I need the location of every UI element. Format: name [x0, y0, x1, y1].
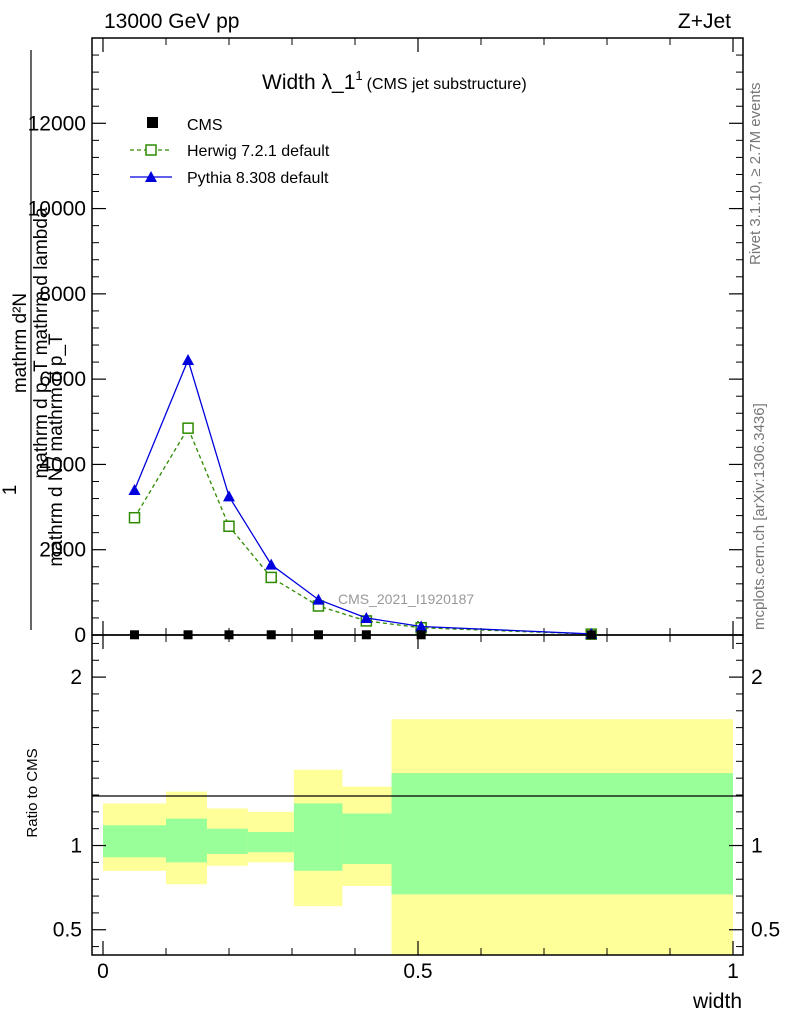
herwig-point: [223, 520, 235, 533]
main-y-axis-label: mathrm d²N mathrm d p_T mathrm d lambda …: [0, 50, 67, 630]
legend-cms-label: CMS: [187, 117, 223, 134]
legend-herwig-marker: [145, 144, 157, 156]
ratio-uncertainty-bands: [103, 719, 733, 955]
main-y-tick-label: 2000: [39, 539, 86, 562]
plot-title: Width λ_11 (CMS jet substructure): [262, 68, 527, 94]
main-x-axis-ticks: [102, 38, 734, 635]
pythia-point: [360, 611, 373, 623]
analysis-watermark: CMS_2021_I1920187: [338, 591, 474, 607]
legend-herwig-label: Herwig 7.2.1 default: [187, 143, 330, 160]
ratio-y-tick-label: 2: [70, 666, 82, 689]
ratio-y-axis: 0.5 0.5 1 1 2 2: [53, 642, 780, 948]
ratio-y-tick-label-right: 0.5: [751, 919, 780, 942]
ylabel-part-norm: mathrm d N / mathrm d p_T: [46, 333, 67, 567]
pythia-point: [128, 484, 141, 496]
legend-pythia-marker: [145, 171, 157, 182]
ratio-inner-band: [247, 832, 294, 853]
ratio-y-axis-label: Ratio to CMS: [24, 748, 41, 837]
ratio-inner-band: [342, 813, 392, 865]
ylabel-part-top-numerator: mathrm d²N: [10, 293, 31, 393]
ratio-x-tick-label: 0: [97, 960, 109, 983]
herwig-line: [133, 426, 592, 635]
legend-pythia-label: Pythia 8.308 default: [187, 170, 329, 187]
header-energy-label: 13000 GeV pp: [104, 10, 239, 33]
main-y-tick-label: 10000: [28, 198, 86, 221]
herwig-point: [182, 422, 194, 434]
main-y-tick-label: 6000: [39, 368, 86, 391]
plot-subtitle: (CMS jet substructure): [367, 76, 527, 93]
ratio-inner-band: [166, 818, 207, 863]
ratio-x-tick-label: 1: [727, 960, 739, 983]
pythia-line: [133, 358, 592, 635]
ratio-y-tick-label-right: 2: [751, 666, 763, 689]
ratio-y-tick-label: 0.5: [53, 919, 82, 942]
legend: CMS Herwig 7.2.1 default Pythia 8.308 de…: [130, 117, 330, 187]
ratio-x-axis: 0 0.5 1: [97, 635, 739, 983]
plot-title-superscript: 1: [355, 68, 362, 83]
main-y-tick-label: 0: [74, 624, 86, 647]
pythia-point: [415, 620, 428, 632]
pythia-point: [223, 490, 235, 502]
main-y-tick-label: 8000: [39, 283, 86, 306]
header-process-label: Z+Jet: [678, 10, 731, 33]
pythia-point: [265, 558, 278, 570]
ratio-x-tick-label: 0.5: [403, 960, 432, 983]
herwig-point: [128, 511, 141, 524]
ratio-inner-band: [206, 828, 248, 854]
ratio-y-tick-label-right: 1: [751, 835, 763, 858]
pythia-point: [312, 593, 325, 605]
pythia-point: [182, 353, 195, 365]
main-y-tick-label: 12000: [28, 112, 86, 135]
ylabel-part-one: 1: [0, 485, 21, 496]
ratio-y-tick-label: 1: [70, 835, 82, 858]
plot-title-main: Width λ_1: [262, 71, 355, 94]
ratio-inner-band: [103, 825, 166, 858]
rivet-version-label: Rivet 3.1.10, ≥ 2.7M events: [747, 83, 764, 266]
main-y-tick-label: 4000: [39, 453, 86, 476]
main-y-axis: 0 2000 4000 6000 8000 10000 12000: [28, 54, 743, 647]
ratio-inner-band: [391, 773, 733, 895]
ylabel-part-top-denominator: mathrm d p_T mathrm d lambda: [31, 207, 52, 478]
mcplots-source-label: mcplots.cern.ch [arXiv:1306.3436]: [751, 403, 768, 630]
ratio-inner-band: [293, 803, 343, 871]
legend-cms-marker: [147, 117, 158, 128]
herwig-point: [265, 571, 277, 584]
x-axis-label: width: [692, 990, 742, 1013]
